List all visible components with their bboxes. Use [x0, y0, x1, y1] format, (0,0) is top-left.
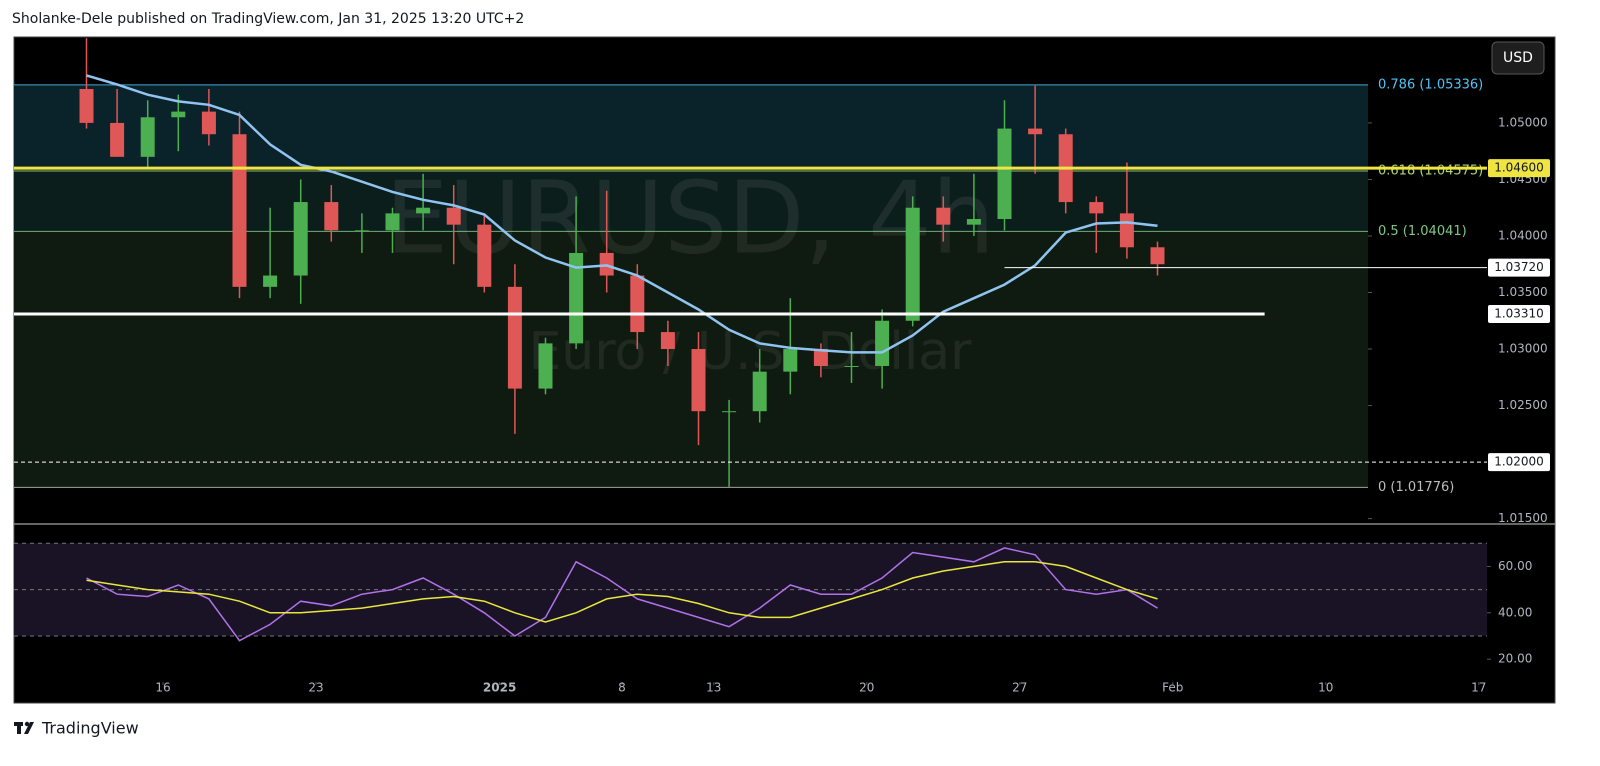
level-label: 1.03720 [1494, 260, 1544, 274]
fib-label: 0.786 (1.05336) [1378, 77, 1483, 92]
candle-body [477, 224, 492, 287]
x-tick-label: 13 [706, 681, 721, 695]
y-tick-label: 1.04000 [1498, 228, 1548, 242]
candle-body [354, 230, 369, 232]
y-tick-label: 60.00 [1498, 559, 1532, 573]
currency-button[interactable] [1491, 41, 1545, 75]
level-box [1488, 453, 1550, 472]
level-box [1488, 258, 1550, 277]
plot: EURUSD, 4h Euro / U.S. Dollar 0.786 (1.053… [14, 38, 1550, 695]
candle-body [936, 207, 951, 225]
price-pane: EURUSD, 4h Euro / U.S. Dollar [14, 38, 1368, 488]
level-box [1488, 159, 1550, 178]
y-tick-label: 1.03000 [1498, 342, 1548, 356]
candle-body [1089, 202, 1104, 214]
candle-body [140, 117, 155, 157]
x-tick-label: 17 [1471, 681, 1486, 695]
currency-label: USD [1503, 50, 1533, 66]
candle-body [1119, 213, 1134, 248]
candle-body [263, 275, 278, 287]
y-tick-label: 40.00 [1498, 605, 1532, 619]
x-tick-label: 8 [618, 681, 626, 695]
candle-body [691, 349, 706, 412]
candle-body [630, 275, 645, 333]
y-tick-label: 1.05000 [1498, 115, 1548, 129]
x-tick-label: 2025 [483, 681, 516, 695]
candle-body [875, 320, 890, 366]
candle-body [538, 343, 553, 389]
candle-body [569, 252, 584, 344]
level-label: 1.02000 [1494, 455, 1544, 469]
logo-text: TradingView [41, 719, 139, 738]
candle-body [324, 202, 339, 231]
x-tick-label: 10 [1318, 681, 1333, 695]
candle-body [385, 213, 400, 231]
level-label: 1.03310 [1494, 306, 1544, 320]
x-tick-label: 23 [308, 681, 323, 695]
candle-body [752, 371, 767, 412]
y-tick-label: 1.01500 [1498, 511, 1548, 525]
y-tick-label: 20.00 [1498, 652, 1532, 666]
candle-body [660, 332, 675, 350]
x-tick-label: 20 [859, 681, 874, 695]
candle-body [416, 207, 431, 214]
candle-body [110, 122, 125, 157]
rsi-line [86, 547, 1158, 642]
candle-body [813, 349, 828, 366]
candle-body [446, 207, 461, 225]
y-tick-label: 1.02500 [1498, 398, 1548, 412]
candle-body [783, 349, 798, 372]
level-label: 1.04600 [1494, 161, 1544, 175]
candle-body [293, 202, 308, 276]
candle-body [79, 89, 94, 123]
candle-body [966, 219, 981, 225]
candle-body [201, 111, 216, 135]
candle-body [722, 411, 737, 413]
fib-label: 0 (1.01776) [1378, 480, 1454, 495]
y-tick-label: 1.03500 [1498, 285, 1548, 299]
candle-body [997, 128, 1012, 220]
candle-body [844, 365, 859, 367]
x-tick-label: Feb [1162, 681, 1183, 695]
candle-body [1028, 128, 1043, 135]
candle-body [171, 111, 186, 118]
moving-average [86, 74, 1158, 354]
x-tick-label: 27 [1012, 681, 1027, 695]
watermark: EURUSD, 4h [385, 159, 995, 276]
rsi-line [86, 561, 1158, 623]
header-title: Sholanke-Dele published on TradingView.c… [12, 11, 524, 27]
logo-icon [14, 721, 34, 734]
candle-body [1150, 247, 1165, 265]
fib-label: 0.618 (1.04575) [1378, 163, 1483, 178]
candle-body [905, 207, 920, 321]
candle-body [507, 286, 522, 389]
watermark-subtitle: Euro / U.S. Dollar [528, 322, 972, 382]
fib-zone [14, 84, 1368, 171]
fib-label: 0.5 (1.04041) [1378, 224, 1467, 239]
x-tick-label: 16 [155, 681, 170, 695]
candle-body [232, 134, 247, 287]
level-box [1488, 304, 1550, 323]
